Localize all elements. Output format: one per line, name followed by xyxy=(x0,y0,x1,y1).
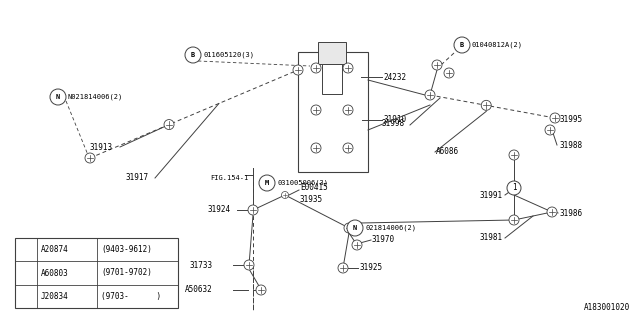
Text: N021814006(2): N021814006(2) xyxy=(68,94,124,100)
Text: 1: 1 xyxy=(512,183,516,193)
Bar xyxy=(298,52,368,172)
Text: 31733: 31733 xyxy=(190,260,213,269)
Text: 31925: 31925 xyxy=(360,263,383,273)
Circle shape xyxy=(20,267,32,279)
Text: 31995: 31995 xyxy=(560,116,583,124)
Text: 31913: 31913 xyxy=(90,143,113,153)
Circle shape xyxy=(164,120,174,130)
Text: J20834: J20834 xyxy=(41,292,68,301)
Circle shape xyxy=(248,205,258,215)
Circle shape xyxy=(293,65,303,75)
Circle shape xyxy=(311,63,321,73)
Text: A20874: A20874 xyxy=(41,245,68,254)
Text: 31917: 31917 xyxy=(125,173,148,182)
Circle shape xyxy=(343,143,353,153)
Text: M: M xyxy=(265,180,269,186)
Text: 1: 1 xyxy=(24,268,28,277)
Circle shape xyxy=(311,105,321,115)
Text: 31981: 31981 xyxy=(480,234,503,243)
Circle shape xyxy=(344,223,354,233)
Text: N: N xyxy=(56,94,60,100)
Circle shape xyxy=(311,143,321,153)
Text: 31935: 31935 xyxy=(300,196,323,204)
Circle shape xyxy=(347,220,363,236)
Text: 01040812A(2): 01040812A(2) xyxy=(472,42,523,48)
Circle shape xyxy=(444,68,454,78)
Text: FIG.154-1: FIG.154-1 xyxy=(210,175,248,181)
Text: 31988: 31988 xyxy=(560,140,583,149)
Text: 24232: 24232 xyxy=(383,73,406,82)
Bar xyxy=(318,42,346,64)
Text: E00415: E00415 xyxy=(300,183,328,193)
Text: B: B xyxy=(191,52,195,58)
Text: B: B xyxy=(460,42,464,48)
Circle shape xyxy=(507,181,521,195)
Text: 031005006(3): 031005006(3) xyxy=(277,180,328,186)
Circle shape xyxy=(545,125,555,135)
Text: (9403-9612): (9403-9612) xyxy=(101,245,152,254)
Circle shape xyxy=(432,60,442,70)
Text: 31991: 31991 xyxy=(480,190,503,199)
Circle shape xyxy=(352,240,362,250)
Bar xyxy=(322,64,342,94)
Text: A50632: A50632 xyxy=(185,285,212,294)
Text: (9701-9702): (9701-9702) xyxy=(101,268,152,277)
Circle shape xyxy=(481,100,492,110)
Circle shape xyxy=(425,90,435,100)
Text: 31924: 31924 xyxy=(208,205,231,214)
Circle shape xyxy=(550,113,560,123)
Circle shape xyxy=(509,150,519,160)
Circle shape xyxy=(185,47,201,63)
Circle shape xyxy=(509,215,519,225)
Text: A60803: A60803 xyxy=(41,268,68,277)
Text: 31986: 31986 xyxy=(560,209,583,218)
Text: 31998: 31998 xyxy=(382,118,405,127)
Text: 31910: 31910 xyxy=(383,116,406,124)
Text: 31970: 31970 xyxy=(372,236,395,244)
Bar xyxy=(15,238,178,308)
Text: 011605120(3): 011605120(3) xyxy=(203,52,254,58)
Circle shape xyxy=(547,207,557,217)
Circle shape xyxy=(50,89,66,105)
Text: N: N xyxy=(353,225,357,231)
Text: A183001020: A183001020 xyxy=(584,303,630,312)
Text: 021814006(2): 021814006(2) xyxy=(365,225,416,231)
Circle shape xyxy=(85,153,95,163)
Circle shape xyxy=(343,105,353,115)
Text: A6086: A6086 xyxy=(436,148,459,156)
Circle shape xyxy=(256,285,266,295)
Circle shape xyxy=(454,37,470,53)
Circle shape xyxy=(343,63,353,73)
Circle shape xyxy=(338,263,348,273)
Text: (9703-      ): (9703- ) xyxy=(101,292,161,301)
Circle shape xyxy=(244,260,254,270)
Circle shape xyxy=(282,191,289,198)
Circle shape xyxy=(259,175,275,191)
